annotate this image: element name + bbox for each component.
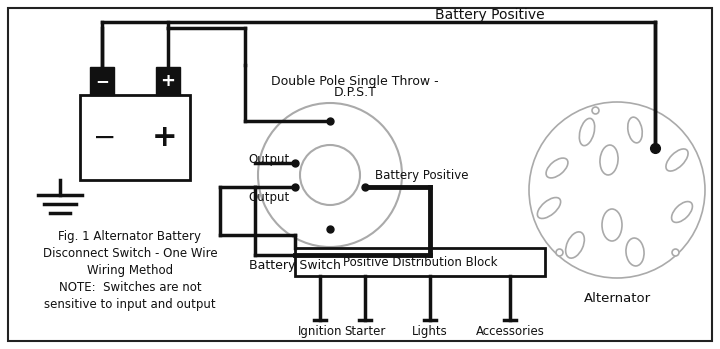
- Text: Battery Positive: Battery Positive: [435, 8, 545, 22]
- Text: +: +: [152, 123, 178, 152]
- Bar: [156, 67, 180, 95]
- Text: D.P.S.T: D.P.S.T: [333, 87, 377, 99]
- Circle shape: [258, 103, 402, 247]
- Text: Disconnect Switch - One Wire: Disconnect Switch - One Wire: [42, 247, 217, 260]
- Text: Battery Positive: Battery Positive: [375, 169, 469, 181]
- Circle shape: [529, 102, 705, 278]
- Text: Starter: Starter: [344, 325, 386, 338]
- Text: Ignition: Ignition: [298, 325, 342, 338]
- Text: +: +: [161, 72, 176, 90]
- Circle shape: [300, 145, 360, 205]
- Ellipse shape: [626, 238, 644, 266]
- Ellipse shape: [546, 158, 568, 178]
- Bar: [295, 248, 545, 276]
- Text: Battery Switch: Battery Switch: [249, 259, 341, 272]
- Text: Output: Output: [248, 191, 290, 203]
- Bar: [80, 95, 190, 180]
- Ellipse shape: [580, 118, 595, 146]
- Ellipse shape: [566, 232, 585, 258]
- Text: Output: Output: [248, 154, 290, 166]
- Text: sensitive to input and output: sensitive to input and output: [44, 298, 216, 311]
- Ellipse shape: [600, 145, 618, 175]
- Ellipse shape: [628, 117, 642, 143]
- Ellipse shape: [602, 209, 622, 241]
- Text: Alternator: Alternator: [583, 292, 651, 305]
- Text: Fig. 1 Alternator Battery: Fig. 1 Alternator Battery: [58, 230, 202, 243]
- Text: Lights: Lights: [412, 325, 448, 338]
- Text: Accessories: Accessories: [476, 325, 544, 338]
- Text: −: −: [94, 124, 117, 151]
- Text: NOTE:  Switches are not: NOTE: Switches are not: [59, 281, 202, 294]
- Ellipse shape: [537, 198, 561, 218]
- Text: −: −: [95, 72, 109, 90]
- Bar: [90, 67, 114, 95]
- Ellipse shape: [666, 149, 688, 171]
- Text: Double Pole Single Throw -: Double Pole Single Throw -: [271, 74, 438, 88]
- Text: Wiring Method: Wiring Method: [87, 264, 173, 277]
- Ellipse shape: [672, 202, 693, 222]
- Text: Positive Distribution Block: Positive Distribution Block: [343, 255, 498, 268]
